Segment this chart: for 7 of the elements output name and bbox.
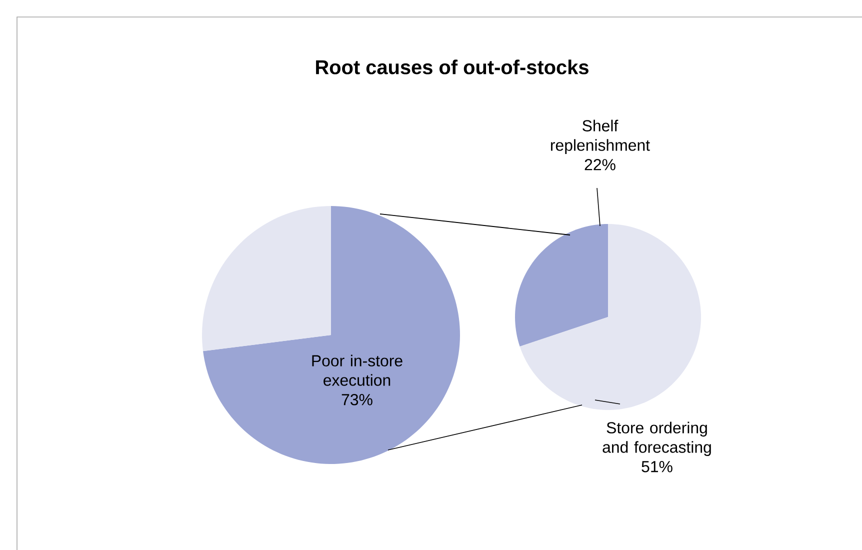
data-label: 73% (342, 394, 372, 406)
slice-label: Poor in-store execution (312, 354, 402, 386)
data-label: 22% (584, 159, 616, 170)
slice-label: Store ordering and forecasting (602, 422, 711, 456)
data-label: 51% (642, 461, 672, 472)
slice-label: Shelf replenishment (551, 120, 650, 154)
chart-title: Root causes of out-of-stocks (316, 60, 588, 74)
